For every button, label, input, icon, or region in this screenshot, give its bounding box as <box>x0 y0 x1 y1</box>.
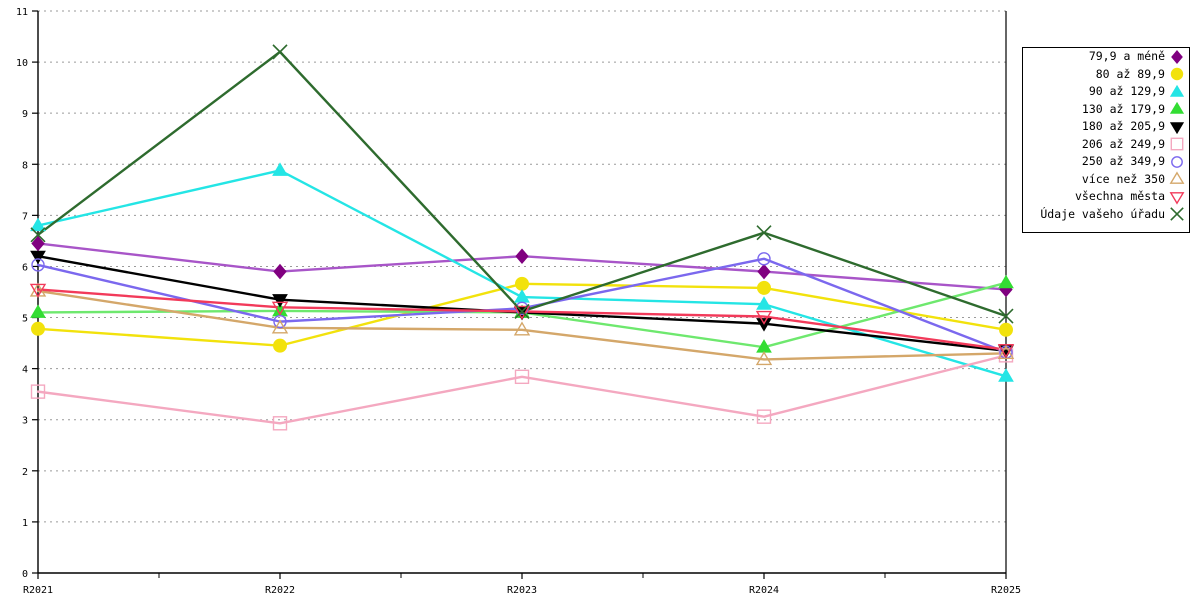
y-tick-label: 9 <box>22 109 28 120</box>
legend-item-label: 79,9 a méně <box>1088 49 1165 63</box>
y-tick-label: 5 <box>22 314 28 325</box>
legend-item-label: 250 až 349,9 <box>1081 154 1165 168</box>
square-open-icon <box>1170 137 1184 151</box>
y-tick-label: 1 <box>22 518 28 529</box>
triangle-up-icon <box>1169 84 1185 97</box>
data-point-marker <box>997 344 1015 360</box>
data-point-marker <box>30 217 46 232</box>
y-tick-label: 7 <box>22 211 28 222</box>
triangle-down-icon <box>1169 122 1185 134</box>
chart-legend: 79,9 a méně 80 až 89,9 90 až 129,9 130 až 1… <box>1022 47 1190 233</box>
legend-item[interactable]: 90 až 129,9 <box>1023 83 1189 101</box>
legend-item[interactable]: více než 350 <box>1023 171 1189 189</box>
data-point-marker <box>272 416 288 431</box>
y-tick-label: 6 <box>22 262 28 273</box>
data-point-marker <box>272 162 288 176</box>
data-point-marker <box>29 283 47 298</box>
legend-item-label: 206 až 249,9 <box>1081 136 1165 151</box>
data-point-marker <box>515 276 529 291</box>
legend-item-label: 80 až 89,9 <box>1095 66 1165 81</box>
y-tick-label: 11 <box>16 7 28 18</box>
triangle-open-icon <box>1169 171 1185 185</box>
data-point-marker <box>998 274 1014 289</box>
data-point-marker <box>271 301 289 316</box>
legend-item[interactable]: 180 až 205,9 <box>1023 118 1189 136</box>
data-point-marker <box>272 294 288 308</box>
y-tick-label: 10 <box>16 58 28 69</box>
y-tick-label: 3 <box>22 416 28 427</box>
x-tick-label: R2022 <box>265 585 295 596</box>
series-line <box>36 169 1008 378</box>
data-point-marker <box>513 305 531 320</box>
data-point-marker <box>998 308 1014 324</box>
series-line <box>36 50 1008 318</box>
data-point-marker <box>757 252 771 266</box>
data-point-marker <box>272 44 288 60</box>
data-point-marker <box>757 263 771 280</box>
x-tick-label: R2021 <box>23 585 53 596</box>
legend-item[interactable]: 250 až 349,9 <box>1023 153 1189 171</box>
data-point-marker <box>273 263 287 280</box>
data-point-marker <box>31 258 45 272</box>
legend-item-label: 180 až 205,9 <box>1081 119 1165 133</box>
y-tick-label: 0 <box>22 569 28 580</box>
y-tick-label: 4 <box>22 365 28 376</box>
x-tick-label: R2023 <box>507 585 537 596</box>
data-point-marker <box>756 409 772 424</box>
legend-item-label: 130 až 179,9 <box>1081 101 1165 116</box>
data-point-marker <box>30 384 46 399</box>
x-axis: R2021 R2022 R2023 R2024 R2025 <box>23 572 1021 596</box>
data-point-marker <box>997 344 1015 359</box>
data-point-marker <box>273 338 287 353</box>
x-tick-label: R2024 <box>749 585 779 596</box>
data-point-marker <box>757 280 771 295</box>
legend-item-label: 90 až 129,9 <box>1088 84 1165 98</box>
data-point-marker <box>31 235 45 252</box>
triangle-up-icon <box>1169 102 1185 114</box>
circle-open-icon <box>1171 155 1183 168</box>
series-lines <box>36 50 1008 425</box>
x-tick-label: R2025 <box>991 585 1021 596</box>
data-point-marker <box>755 310 773 325</box>
legend-item[interactable]: 206 až 249,9 <box>1023 136 1189 154</box>
cross-icon <box>1170 207 1184 222</box>
data-point-marker <box>515 248 529 265</box>
data-point-marker <box>513 321 531 336</box>
data-point-marker <box>30 227 46 243</box>
data-point-marker <box>30 250 46 265</box>
data-point-marker <box>31 321 45 336</box>
legend-item-label: všechna města <box>1074 189 1165 203</box>
y-tick-label: 2 <box>22 467 28 478</box>
legend-item[interactable]: všechna města <box>1023 188 1189 206</box>
series-markers <box>29 44 1015 431</box>
data-point-marker <box>755 351 773 366</box>
y-tick-label: 8 <box>22 160 28 171</box>
data-point-marker <box>999 322 1013 337</box>
legend-item[interactable]: Údaje vašeho úřadu <box>1023 206 1189 224</box>
legend-item-label: Údaje vašeho úřadu <box>1040 206 1165 221</box>
data-point-marker <box>30 304 46 318</box>
diamond-icon <box>1171 49 1183 64</box>
data-point-marker <box>514 303 530 319</box>
data-point-marker <box>756 296 772 310</box>
data-point-marker <box>998 348 1014 363</box>
legend-item-label: více než 350 <box>1081 171 1165 186</box>
legend-item[interactable]: 80 až 89,9 <box>1023 66 1189 84</box>
circle-filled-icon <box>1170 68 1184 81</box>
data-point-marker <box>271 319 289 334</box>
triangle-down-open-icon <box>1169 191 1185 205</box>
legend-item[interactable]: 79,9 a méně <box>1023 48 1189 66</box>
series-line <box>36 354 1008 425</box>
data-point-marker <box>756 225 772 241</box>
legend-item[interactable]: 130 až 179,9 <box>1023 101 1189 119</box>
series-line <box>36 289 1008 361</box>
data-point-marker <box>998 368 1014 382</box>
data-point-marker <box>514 369 530 385</box>
